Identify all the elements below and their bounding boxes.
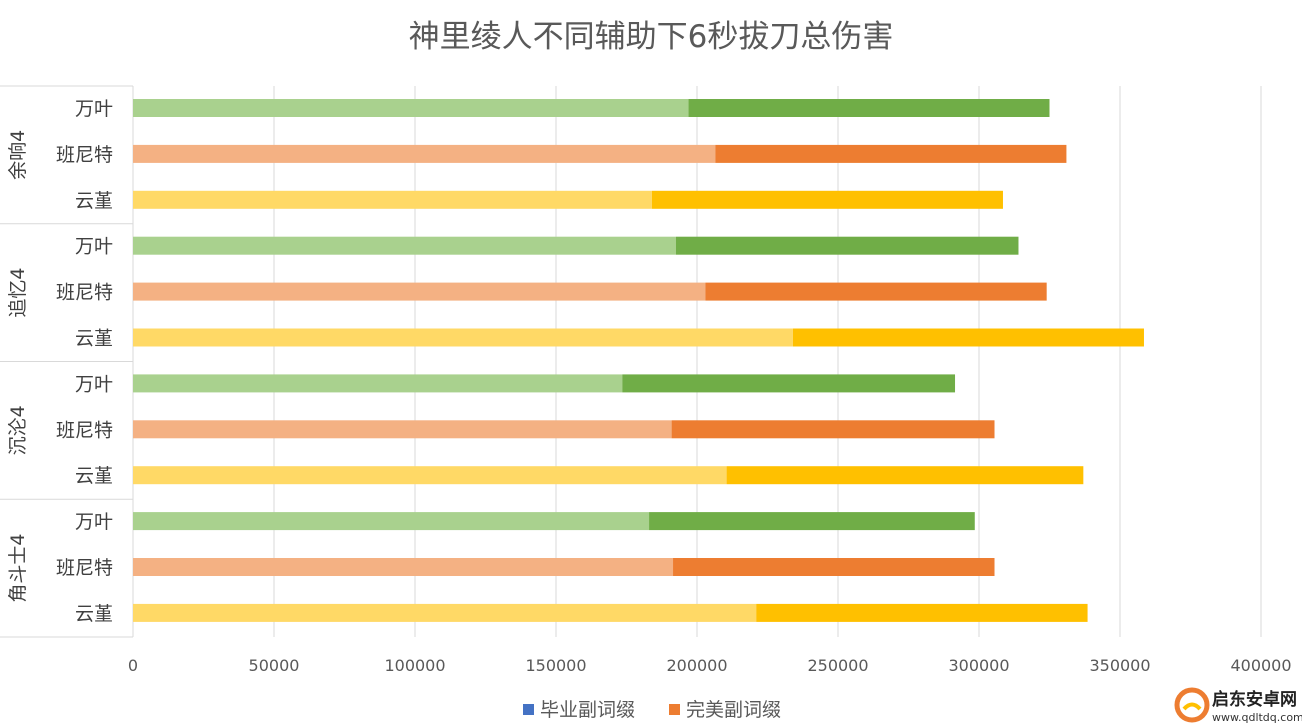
bar-segment-base: [133, 603, 757, 622]
bar-segment-base: [133, 236, 676, 255]
bar-segment-upgrade: [756, 603, 1088, 622]
legend-label: 毕业副词缀: [540, 699, 635, 721]
bar-segment-upgrade: [671, 420, 995, 439]
x-tick-label: 100000: [384, 656, 445, 675]
bar-segment-base: [133, 99, 689, 117]
group-label: 余响4: [7, 130, 29, 180]
watermark-logo-mark: [1182, 702, 1202, 711]
category-label: 班尼特: [56, 419, 113, 441]
bar-segment-upgrade: [649, 512, 975, 531]
bar-segment-base: [133, 328, 793, 347]
x-tick-label: 250000: [807, 656, 868, 675]
category-label: 万叶: [75, 373, 113, 395]
x-tick-label: 400000: [1230, 656, 1291, 675]
category-label: 班尼特: [56, 282, 113, 304]
group-label: 追忆4: [7, 268, 29, 318]
bar-segment-base: [133, 420, 672, 439]
bar-segment-upgrade: [726, 466, 1084, 485]
watermark: 启东安卓网 www.qdltdq.com: [1174, 687, 1302, 724]
category-label: 云堇: [75, 190, 113, 212]
legend: 毕业副词缀 完美副词缀: [523, 699, 781, 721]
category-label: 万叶: [75, 511, 113, 533]
group-labels: 余响4 追忆4 沉沦4 角斗士4: [7, 130, 29, 603]
x-tick-labels: 0 50000 100000 150000 200000 250000 300000 3500…: [128, 656, 1292, 675]
gridlines: [0, 85, 1262, 638]
category-label: 万叶: [75, 98, 113, 120]
bar-segment-upgrade: [792, 328, 1144, 347]
bar-segment-upgrade: [622, 374, 956, 393]
bar-segment-base: [133, 374, 623, 393]
group-label: 角斗士4: [7, 534, 29, 603]
x-tick-label: 0: [128, 656, 138, 675]
category-label: 班尼特: [56, 144, 113, 166]
category-label: 云堇: [75, 328, 113, 350]
x-tick-label: 200000: [666, 656, 727, 675]
bar-segment-base: [133, 558, 674, 576]
category-label: 云堇: [75, 603, 113, 625]
bar-segment-upgrade: [688, 99, 1050, 117]
group-label: 沉沦4: [7, 405, 29, 455]
category-label: 云堇: [75, 465, 113, 487]
category-label: 万叶: [75, 236, 113, 258]
x-tick-label: 350000: [1089, 656, 1150, 675]
chart-title: 神里绫人不同辅助下6秒拔刀总伤害: [409, 19, 894, 55]
bar-segment-base: [133, 144, 716, 163]
legend-swatch: [669, 704, 680, 715]
watermark-url: www.qdltdq.com: [1212, 711, 1302, 724]
legend-swatch: [523, 704, 534, 715]
bar-segment-upgrade: [673, 558, 995, 576]
legend-label: 完美副词缀: [686, 699, 781, 721]
bar-segment-upgrade: [651, 190, 1003, 209]
bar-segment-base: [133, 282, 706, 301]
bar-segment-base: [133, 190, 652, 209]
bar-segment-base: [133, 512, 650, 531]
x-tick-label: 300000: [948, 656, 1009, 675]
watermark-cn: 启东安卓网: [1212, 689, 1297, 710]
bars: [133, 99, 1144, 622]
bar-segment-upgrade: [705, 282, 1047, 301]
category-label: 班尼特: [56, 557, 113, 579]
bar-segment-base: [133, 466, 727, 485]
x-tick-label: 50000: [249, 656, 300, 675]
bar-segment-upgrade: [675, 236, 1019, 255]
x-tick-label: 150000: [525, 656, 586, 675]
bar-segment-upgrade: [715, 144, 1067, 163]
